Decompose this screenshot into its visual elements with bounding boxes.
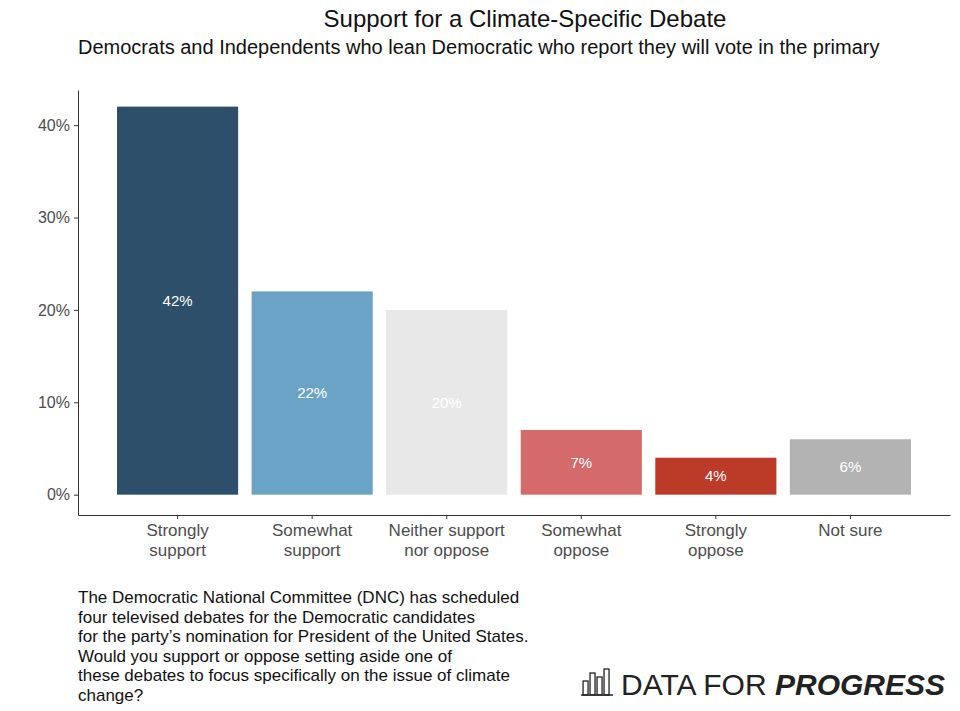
y-axis: 0% 10% 20% 30% 40% xyxy=(38,91,79,516)
bars xyxy=(117,107,911,495)
x-tick-mark xyxy=(581,515,582,519)
brand-icon-bar xyxy=(590,673,595,695)
source: DATA FOR PROGRESS xyxy=(621,668,945,701)
caption-line: for the party’s nomination for President… xyxy=(78,627,528,646)
caption: The Democratic National Committee (DNC) … xyxy=(78,588,528,705)
caption-line: four televised debates for the Democrati… xyxy=(78,608,475,627)
x-axis: Stronglysupport Somewhatsupport Neither su… xyxy=(79,515,951,560)
bar xyxy=(790,439,911,494)
bar xyxy=(117,107,238,495)
bar xyxy=(655,458,776,495)
y-tick-mark xyxy=(74,495,78,496)
data-label: 42% xyxy=(163,292,193,309)
x-tick: Stronglysupport xyxy=(146,515,209,560)
data-label: 20% xyxy=(432,394,462,411)
x-tick-label: Somewhatoppose xyxy=(541,521,622,560)
y-tick: 40% xyxy=(38,117,78,134)
y-tick: 10% xyxy=(38,394,78,411)
y-tick-mark xyxy=(74,402,78,403)
x-tick-mark xyxy=(850,515,851,519)
brand-icon xyxy=(581,669,613,695)
x-tick-label: Not sure xyxy=(818,521,882,540)
x-tick-label: Somewhatsupport xyxy=(272,521,353,560)
y-tick-label: 30% xyxy=(38,209,70,226)
brand-icon-base xyxy=(581,694,613,695)
y-axis-line xyxy=(78,91,79,516)
caption-line: Would you support or oppose setting asid… xyxy=(78,647,452,666)
x-tick-mark xyxy=(446,515,447,519)
y-tick-mark xyxy=(74,310,78,311)
x-tick-mark xyxy=(715,515,716,519)
bar xyxy=(386,310,507,495)
caption-line: these debates to focus specifically on t… xyxy=(78,666,510,685)
data-label: 7% xyxy=(570,454,592,471)
title: Support for a Climate-Specific Debate xyxy=(324,5,727,32)
data-label: 6% xyxy=(840,458,862,475)
y-tick-label: 0% xyxy=(47,486,70,503)
brand-icon-bar xyxy=(604,669,609,695)
x-tick: Stronglyoppose xyxy=(685,515,748,560)
y-tick: 0% xyxy=(47,486,78,503)
x-tick-mark xyxy=(177,515,178,519)
data-label: 4% xyxy=(705,467,727,484)
y-tick-label: 40% xyxy=(38,117,70,134)
brand-icon-bar xyxy=(597,677,602,695)
y-tick: 20% xyxy=(38,302,78,319)
x-tick: Not sure xyxy=(818,515,882,540)
subtitle: Democrats and Independents who lean Demo… xyxy=(78,36,880,58)
x-tick-label: Neither supportnor oppose xyxy=(389,521,506,560)
y-tick-label: 10% xyxy=(38,394,70,411)
y-tick: 30% xyxy=(38,209,78,226)
bar xyxy=(521,430,642,495)
bar xyxy=(252,291,373,494)
data-labels: 42% 22% 20% 7% 4% 6% xyxy=(163,292,862,485)
x-tick: Somewhatsupport xyxy=(272,515,353,560)
y-tick-mark xyxy=(74,125,78,126)
y-tick-label: 20% xyxy=(38,302,70,319)
x-tick-label: Stronglyoppose xyxy=(685,521,748,560)
x-axis-line xyxy=(79,515,951,516)
caption-line: The Democratic National Committee (DNC) … xyxy=(78,588,519,607)
data-label: 22% xyxy=(297,384,327,401)
x-tick: Somewhatoppose xyxy=(541,515,622,560)
caption-line: change? xyxy=(78,686,143,705)
y-tick-mark xyxy=(74,218,78,219)
x-tick-label: Stronglysupport xyxy=(146,521,209,560)
chart: Support for a Climate-Specific Debate Dem… xyxy=(0,0,960,711)
x-tick: Neither supportnor oppose xyxy=(389,515,506,560)
x-tick-mark xyxy=(312,515,313,519)
brand-icon-bar xyxy=(583,681,588,695)
